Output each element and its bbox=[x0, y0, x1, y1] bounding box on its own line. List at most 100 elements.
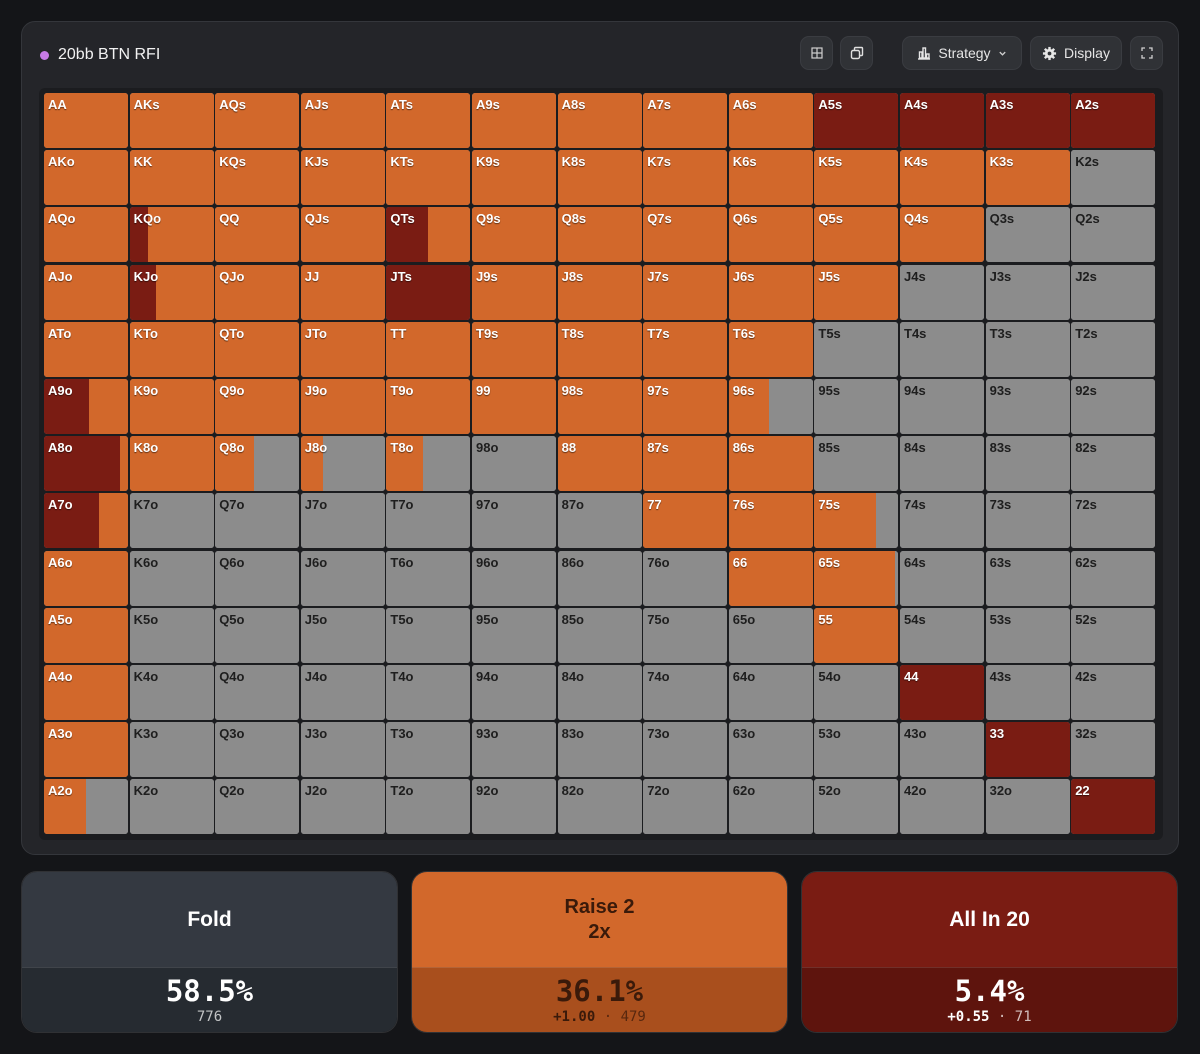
hand-cell-94s[interactable]: 94s bbox=[900, 379, 984, 434]
hand-cell-66[interactable]: 66 bbox=[728, 550, 813, 606]
hand-cell-jts[interactable]: JTs bbox=[386, 264, 471, 320]
hand-cell-75s[interactable]: 75s bbox=[814, 493, 899, 549]
hand-cell-87s[interactable]: 87s bbox=[643, 436, 728, 492]
hand-cell-q8s[interactable]: Q8s bbox=[557, 207, 642, 263]
hand-cell-j4o[interactable]: J4o bbox=[300, 665, 385, 720]
hand-cell-82s[interactable]: 82s bbox=[1071, 436, 1156, 492]
hand-cell-a5o[interactable]: A5o bbox=[44, 607, 128, 663]
hand-cell-a9o[interactable]: A9o bbox=[44, 379, 128, 434]
hand-cell-t4o[interactable]: T4o bbox=[386, 665, 471, 720]
hand-cell-72s[interactable]: 72s bbox=[1071, 493, 1156, 549]
hand-cell-92o[interactable]: 92o bbox=[472, 779, 556, 835]
hand-cell-j9o[interactable]: J9o bbox=[300, 379, 385, 434]
hand-cell-76s[interactable]: 76s bbox=[728, 493, 813, 549]
hand-cell-k2s[interactable]: K2s bbox=[1071, 150, 1156, 206]
hand-cell-j8o[interactable]: J8o bbox=[300, 436, 385, 492]
hand-cell-a4o[interactable]: A4o bbox=[44, 665, 128, 720]
hand-cell-q6s[interactable]: Q6s bbox=[728, 207, 813, 263]
hand-cell-qts[interactable]: QTs bbox=[386, 207, 471, 263]
hand-cell-93o[interactable]: 93o bbox=[472, 722, 556, 778]
hand-cell-ako[interactable]: AKo bbox=[44, 150, 128, 206]
hand-cell-q7o[interactable]: Q7o bbox=[215, 493, 300, 549]
hand-cell-qjo[interactable]: QJo bbox=[215, 264, 300, 320]
hand-cell-k8o[interactable]: K8o bbox=[129, 436, 214, 492]
hand-cell-82o[interactable]: 82o bbox=[557, 779, 642, 835]
hand-cell-73o[interactable]: 73o bbox=[643, 722, 728, 778]
hand-cell-q3o[interactable]: Q3o bbox=[215, 722, 300, 778]
hand-cell-aqs[interactable]: AQs bbox=[215, 93, 300, 148]
strategy-dropdown[interactable]: Strategy bbox=[902, 36, 1022, 70]
hand-cell-63s[interactable]: 63s bbox=[985, 550, 1070, 606]
hand-cell-a7s[interactable]: A7s bbox=[643, 93, 728, 148]
hand-cell-q9s[interactable]: Q9s bbox=[472, 207, 556, 263]
hand-cell-k7o[interactable]: K7o bbox=[129, 493, 214, 549]
hand-cell-t9s[interactable]: T9s bbox=[472, 321, 556, 377]
hand-cell-j5o[interactable]: J5o bbox=[300, 607, 385, 663]
hand-cell-j9s[interactable]: J9s bbox=[472, 264, 556, 320]
hand-cell-99[interactable]: 99 bbox=[472, 379, 556, 434]
hand-cell-72o[interactable]: 72o bbox=[643, 779, 728, 835]
hand-cell-a6s[interactable]: A6s bbox=[728, 93, 813, 148]
hand-cell-k8s[interactable]: K8s bbox=[557, 150, 642, 206]
hand-cell-95o[interactable]: 95o bbox=[472, 607, 556, 663]
hand-cell-62s[interactable]: 62s bbox=[1071, 550, 1156, 606]
hand-cell-a5s[interactable]: A5s bbox=[814, 93, 899, 148]
hand-cell-95s[interactable]: 95s bbox=[814, 379, 899, 434]
hand-cell-q4s[interactable]: Q4s bbox=[900, 207, 984, 263]
hand-cell-k4o[interactable]: K4o bbox=[129, 665, 214, 720]
hand-cell-65o[interactable]: 65o bbox=[728, 607, 813, 663]
hand-cell-j2s[interactable]: J2s bbox=[1071, 264, 1156, 320]
hand-cell-88[interactable]: 88 bbox=[557, 436, 642, 492]
hand-cell-kto[interactable]: KTo bbox=[129, 321, 214, 377]
hand-cell-jj[interactable]: JJ bbox=[300, 264, 385, 320]
hand-cell-a6o[interactable]: A6o bbox=[44, 550, 128, 606]
hand-cell-ajo[interactable]: AJo bbox=[44, 264, 128, 320]
hand-cell-aqo[interactable]: AQo bbox=[44, 207, 128, 263]
hand-cell-54s[interactable]: 54s bbox=[900, 607, 984, 663]
hand-cell-85s[interactable]: 85s bbox=[814, 436, 899, 492]
action-card-fold[interactable]: Fold 58.5% 776 bbox=[21, 871, 398, 1033]
hand-cell-q2o[interactable]: Q2o bbox=[215, 779, 300, 835]
hand-cell-j7o[interactable]: J7o bbox=[300, 493, 385, 549]
hand-cell-t6o[interactable]: T6o bbox=[386, 550, 471, 606]
hand-cell-qq[interactable]: QQ bbox=[215, 207, 300, 263]
hand-cell-93s[interactable]: 93s bbox=[985, 379, 1070, 434]
hand-cell-j4s[interactable]: J4s bbox=[900, 264, 984, 320]
hand-cell-t9o[interactable]: T9o bbox=[386, 379, 471, 434]
hand-cell-a2s[interactable]: A2s bbox=[1071, 93, 1156, 148]
hand-cell-ats[interactable]: ATs bbox=[386, 93, 471, 148]
hand-cell-k2o[interactable]: K2o bbox=[129, 779, 214, 835]
hand-cell-ato[interactable]: ATo bbox=[44, 321, 128, 377]
display-button[interactable]: Display bbox=[1030, 36, 1122, 70]
hand-cell-74s[interactable]: 74s bbox=[900, 493, 984, 549]
hand-cell-32s[interactable]: 32s bbox=[1071, 722, 1156, 778]
hand-cell-q3s[interactable]: Q3s bbox=[985, 207, 1070, 263]
hand-cell-k6o[interactable]: K6o bbox=[129, 550, 214, 606]
hand-cell-a7o[interactable]: A7o bbox=[44, 493, 128, 549]
hand-cell-76o[interactable]: 76o bbox=[643, 550, 728, 606]
hand-cell-t8s[interactable]: T8s bbox=[557, 321, 642, 377]
hand-cell-92s[interactable]: 92s bbox=[1071, 379, 1156, 434]
hand-cell-83o[interactable]: 83o bbox=[557, 722, 642, 778]
hand-cell-74o[interactable]: 74o bbox=[643, 665, 728, 720]
hand-cell-q6o[interactable]: Q6o bbox=[215, 550, 300, 606]
hand-cell-q4o[interactable]: Q4o bbox=[215, 665, 300, 720]
hand-cell-t3o[interactable]: T3o bbox=[386, 722, 471, 778]
hand-cell-62o[interactable]: 62o bbox=[728, 779, 813, 835]
hand-cell-t5o[interactable]: T5o bbox=[386, 607, 471, 663]
hand-cell-63o[interactable]: 63o bbox=[728, 722, 813, 778]
hand-cell-qto[interactable]: QTo bbox=[215, 321, 300, 377]
hand-cell-kjs[interactable]: KJs bbox=[300, 150, 385, 206]
hand-cell-a3o[interactable]: A3o bbox=[44, 722, 128, 778]
hand-cell-97o[interactable]: 97o bbox=[472, 493, 556, 549]
hand-cell-k6s[interactable]: K6s bbox=[728, 150, 813, 206]
hand-cell-83s[interactable]: 83s bbox=[985, 436, 1070, 492]
hand-cell-t2s[interactable]: T2s bbox=[1071, 321, 1156, 377]
hand-cell-kjo[interactable]: KJo bbox=[129, 264, 214, 320]
hand-cell-j7s[interactable]: J7s bbox=[643, 264, 728, 320]
hand-cell-64o[interactable]: 64o bbox=[728, 665, 813, 720]
action-card-allin[interactable]: All In 20 5.4% +0.55 · 71 bbox=[801, 871, 1178, 1033]
hand-cell-t7s[interactable]: T7s bbox=[643, 321, 728, 377]
hand-cell-j6o[interactable]: J6o bbox=[300, 550, 385, 606]
hand-cell-j8s[interactable]: J8s bbox=[557, 264, 642, 320]
